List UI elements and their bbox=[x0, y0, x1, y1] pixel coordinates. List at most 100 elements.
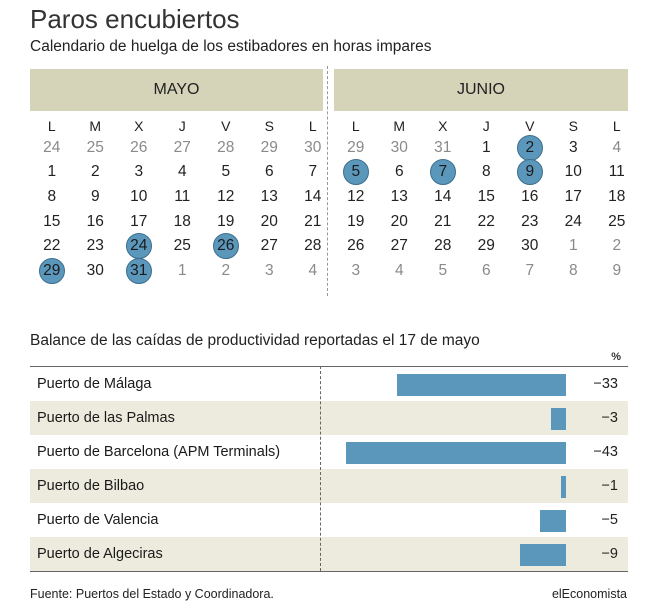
weekday-label: M bbox=[89, 118, 102, 134]
day-number: 2 bbox=[221, 261, 231, 279]
calendar-day: 31 bbox=[421, 136, 465, 161]
day-number: 9 bbox=[90, 188, 100, 206]
strike-day: 2 bbox=[508, 134, 552, 161]
calendar-day: 27 bbox=[248, 234, 292, 259]
calendar-day: 29 bbox=[465, 234, 509, 259]
day-number: 23 bbox=[521, 212, 539, 230]
day-number: 14 bbox=[304, 188, 322, 206]
day-number: 1 bbox=[47, 163, 57, 181]
weekday-label: L bbox=[612, 118, 621, 134]
calendar-day: 25 bbox=[74, 136, 118, 161]
day-number: 30 bbox=[304, 138, 322, 156]
table-bottom-rule bbox=[30, 571, 628, 572]
calendar-day: 4 bbox=[378, 259, 422, 284]
day-number: 3 bbox=[351, 261, 361, 279]
calendar-day: 11 bbox=[161, 185, 205, 210]
day-number: 18 bbox=[608, 188, 626, 206]
weekday-label: L bbox=[351, 118, 360, 134]
day-number: 22 bbox=[477, 212, 495, 230]
day-number: 9 bbox=[612, 261, 622, 279]
day-number: 24 bbox=[43, 138, 61, 156]
calendar-day: 9 bbox=[595, 259, 639, 284]
calendar-day: 28 bbox=[421, 234, 465, 259]
calendar-day: 6 bbox=[465, 259, 509, 284]
day-number: 19 bbox=[217, 212, 235, 230]
calendar-day: 1 bbox=[552, 234, 596, 259]
calendar-day: 27 bbox=[378, 234, 422, 259]
day-number: 6 bbox=[394, 163, 404, 181]
strike-day: 7 bbox=[421, 159, 465, 186]
weekday-label: X bbox=[134, 118, 144, 134]
table-divider bbox=[320, 366, 321, 571]
day-number: 20 bbox=[260, 212, 278, 230]
bar-row: Puerto de Algeciras −9 bbox=[30, 537, 628, 571]
calendar-day: 1 bbox=[161, 259, 205, 284]
day-number: 2 bbox=[90, 163, 100, 181]
weekday-label: V bbox=[525, 118, 535, 134]
calendar-day: 4 bbox=[161, 160, 205, 185]
month-grid: L M X J V S L 24 25 26 27 28 29 30 1 2 3 4 5 6 7 8 9 10 11 12 13 14… bbox=[30, 111, 323, 284]
day-number: 23 bbox=[86, 237, 104, 255]
weekday-label: L bbox=[308, 118, 317, 134]
calendar-day: 12 bbox=[204, 185, 248, 210]
value-label: −1 bbox=[601, 478, 618, 494]
day-number: 4 bbox=[177, 163, 187, 181]
calendar-day: 7 bbox=[291, 160, 335, 185]
day-number: 21 bbox=[434, 212, 452, 230]
month-grid: L M X J V S L 29 30 31 1 2 3 4 5 6 7 8 9 10 11 12 13 14 15 16 17 18… bbox=[334, 111, 628, 283]
day-number: 2 bbox=[516, 134, 543, 161]
day-number: 28 bbox=[304, 237, 322, 255]
calendar-day: 30 bbox=[508, 234, 552, 259]
calendar-day: 22 bbox=[465, 209, 509, 234]
day-number: 4 bbox=[612, 138, 622, 156]
calendar-day: 27 bbox=[161, 136, 205, 161]
day-number: 25 bbox=[173, 237, 191, 255]
calendar-day: 23 bbox=[508, 209, 552, 234]
chart-subtitle: Calendario de huelga de los estibadores … bbox=[30, 38, 432, 55]
calendar-day: 1 bbox=[465, 136, 509, 161]
calendar-day: 3 bbox=[117, 160, 161, 185]
month-name: MAYO bbox=[30, 69, 323, 111]
day-number: 5 bbox=[221, 163, 231, 181]
day-number: 6 bbox=[264, 163, 274, 181]
bar bbox=[397, 374, 566, 396]
day-number: 10 bbox=[130, 188, 148, 206]
calendar-day: 3 bbox=[334, 259, 378, 284]
day-number: 24 bbox=[125, 233, 152, 260]
day-number: 30 bbox=[521, 237, 539, 255]
day-number: 16 bbox=[86, 212, 104, 230]
category-label: Puerto de Valencia bbox=[37, 512, 159, 528]
calendar-day: 21 bbox=[421, 209, 465, 234]
bar-row: Puerto de Bilbao −1 bbox=[30, 469, 628, 503]
bar bbox=[550, 408, 566, 430]
day-number: 24 bbox=[564, 212, 582, 230]
calendar-day: 22 bbox=[30, 234, 74, 259]
calendar-day: 26 bbox=[117, 136, 161, 161]
day-number: 29 bbox=[347, 138, 365, 156]
day-number: 12 bbox=[217, 188, 235, 206]
calendar-day: 16 bbox=[508, 185, 552, 210]
calendar-day: 6 bbox=[378, 160, 422, 185]
day-number: 28 bbox=[434, 237, 452, 255]
value-label: −43 bbox=[593, 444, 618, 460]
category-label: Puerto de Barcelona (APM Terminals) bbox=[37, 444, 281, 460]
calendar-day: 19 bbox=[204, 209, 248, 234]
day-number: 2 bbox=[612, 237, 622, 255]
calendar-day: 29 bbox=[334, 136, 378, 161]
calendar-day: 14 bbox=[421, 185, 465, 210]
weekday-label: S bbox=[264, 118, 274, 134]
weekday-label: S bbox=[568, 118, 578, 134]
calendar-day: 8 bbox=[465, 160, 509, 185]
weekday-label: J bbox=[482, 118, 490, 134]
day-number: 1 bbox=[481, 138, 491, 156]
day-number: 6 bbox=[481, 261, 491, 279]
day-number: 10 bbox=[564, 163, 582, 181]
day-number: 7 bbox=[308, 163, 318, 181]
calendar-day: 26 bbox=[334, 234, 378, 259]
day-number: 8 bbox=[568, 261, 578, 279]
calendar-day: 28 bbox=[204, 136, 248, 161]
strike-day: 9 bbox=[508, 159, 552, 186]
calendar-day: 5 bbox=[421, 259, 465, 284]
day-number: 3 bbox=[568, 138, 578, 156]
day-number: 13 bbox=[260, 188, 278, 206]
